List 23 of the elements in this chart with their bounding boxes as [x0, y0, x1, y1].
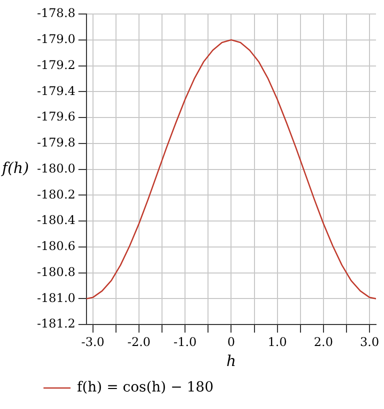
legend-label: f(h) = cos(h) − 180 — [77, 380, 214, 396]
x-axis-title: h — [226, 352, 236, 370]
x-tick-label: 2.0 — [314, 334, 333, 349]
x-tick-label: -2.0 — [127, 334, 151, 349]
y-tick-label: -180.4 — [36, 213, 76, 228]
x-tick-label: -1.0 — [174, 334, 197, 349]
x-tick-label: 3.0 — [360, 334, 380, 349]
y-axis-title: f(h) — [1, 159, 30, 178]
x-tick-label: 0 — [227, 334, 236, 349]
y-tick-label: -180.0 — [36, 161, 76, 176]
y-tick-label: -179.2 — [36, 58, 76, 72]
y-tick-label: -179.0 — [36, 32, 76, 46]
x-tick-label: 1.0 — [268, 334, 287, 349]
y-tick-label: -179.8 — [36, 136, 76, 150]
y-tick-label: -180.6 — [36, 239, 76, 254]
x-tick-label: -3.0 — [81, 334, 104, 349]
y-tick-label: -179.6 — [36, 110, 76, 124]
y-tick-label: -180.2 — [36, 187, 76, 202]
y-tick-label: -179.4 — [36, 84, 76, 98]
y-tick-label: -180.8 — [36, 264, 76, 279]
y-tick-label: -178.8 — [36, 6, 76, 20]
y-tick-label: -181.2 — [36, 316, 76, 331]
y-tick-label: -181.0 — [36, 290, 76, 305]
